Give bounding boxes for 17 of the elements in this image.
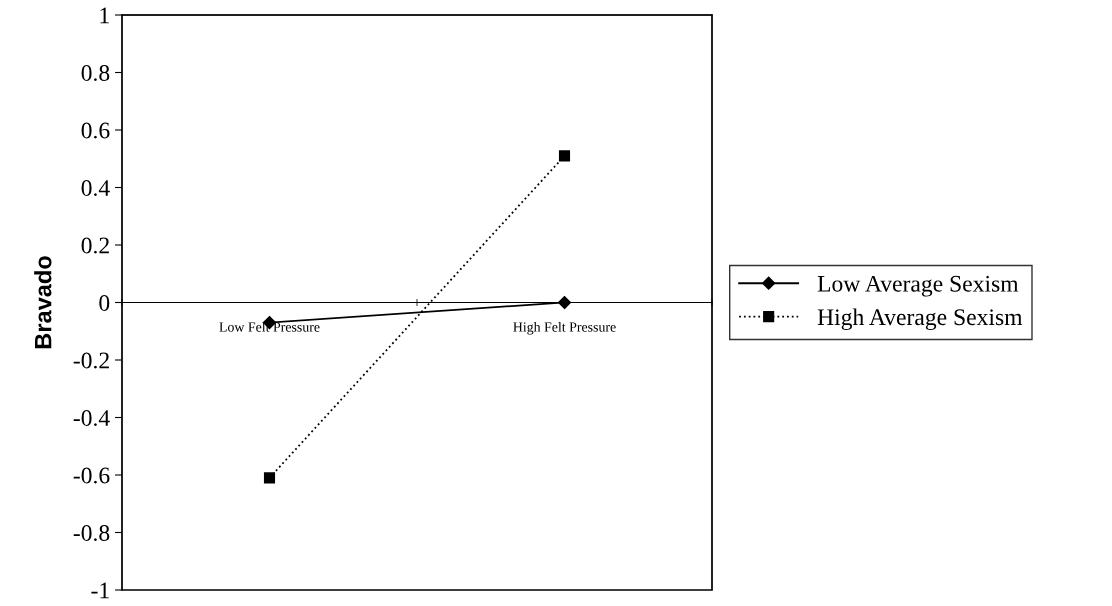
y-axis-title: Bravado <box>34 256 52 349</box>
point <box>263 472 276 484</box>
y-tick-label: -1 <box>91 582 109 599</box>
y-tick-label: 0.4 <box>81 179 110 197</box>
legend-label: High Average Sexism <box>817 308 1023 331</box>
y-tick-label: 0 <box>99 294 110 311</box>
y-tick-label: 0.8 <box>81 64 110 82</box>
y-tick-label: -0.6 <box>73 467 110 484</box>
x-tick-label: High Felt Pressure <box>513 321 616 335</box>
y-tick-label: 0.6 <box>81 122 110 139</box>
point <box>558 150 571 162</box>
y-tick-label: -0.2 <box>73 352 109 369</box>
y-tick-label: -0.8 <box>73 524 110 542</box>
legend-label: Low Average Sexism <box>817 275 1019 297</box>
y-tick-label: 0.2 <box>81 237 109 254</box>
y-tick-label: 1 <box>100 7 109 24</box>
y-tick-label: -0.4 <box>73 409 110 427</box>
